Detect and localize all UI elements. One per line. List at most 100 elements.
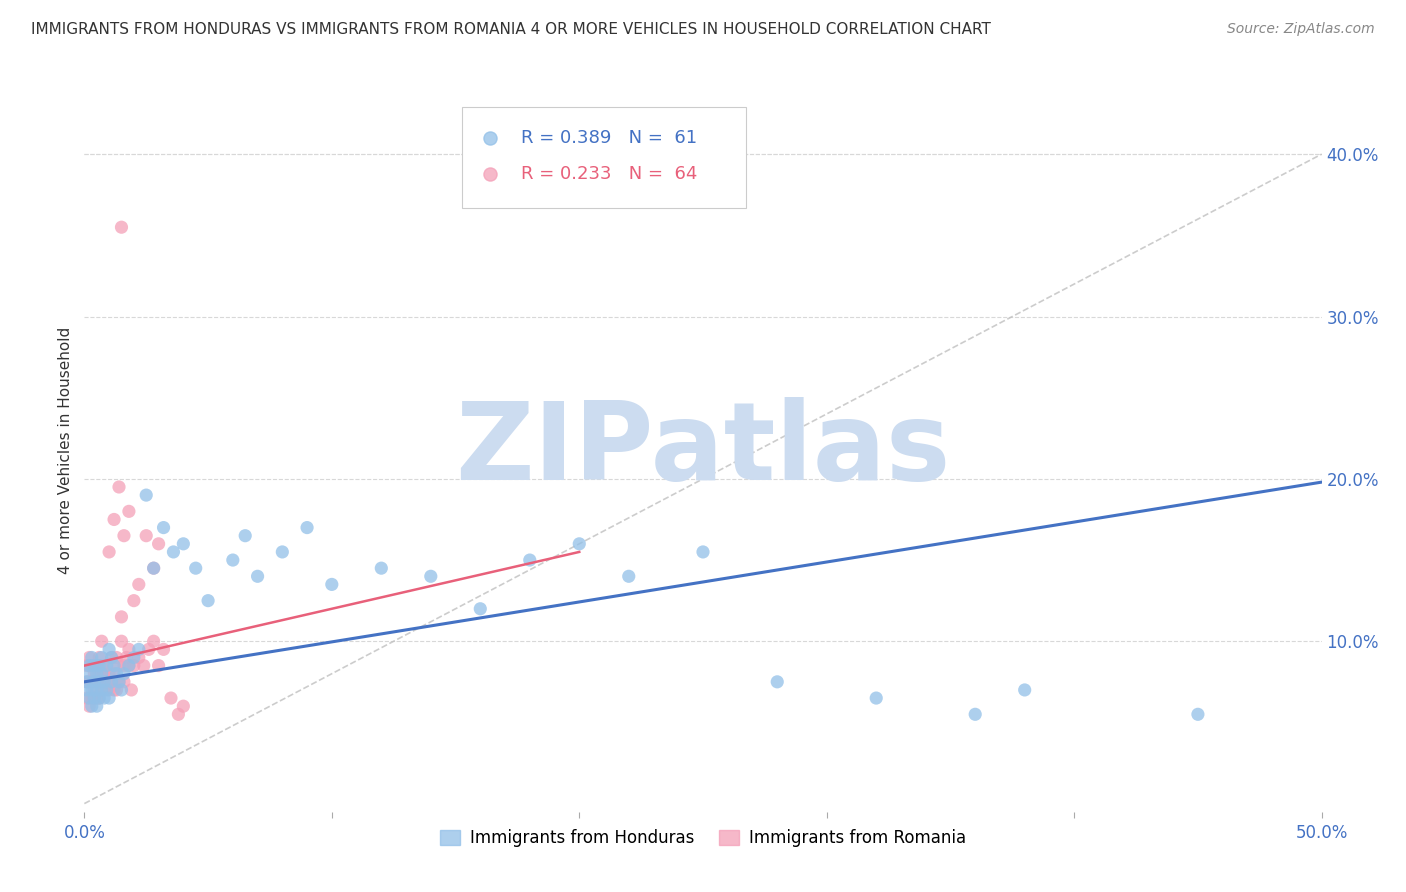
Point xyxy=(98,682,121,697)
Point xyxy=(89,691,111,706)
Point xyxy=(120,682,142,697)
Point xyxy=(103,682,125,697)
Point xyxy=(80,650,103,665)
Point xyxy=(86,658,108,673)
Point xyxy=(233,529,256,543)
Point xyxy=(89,691,111,706)
Point xyxy=(76,691,98,706)
Point xyxy=(98,642,121,657)
Text: IMMIGRANTS FROM HONDURAS VS IMMIGRANTS FROM ROMANIA 4 OR MORE VEHICLES IN HOUSEH: IMMIGRANTS FROM HONDURAS VS IMMIGRANTS F… xyxy=(31,22,991,37)
Point xyxy=(108,674,131,689)
Text: R = 0.389   N =  61: R = 0.389 N = 61 xyxy=(522,129,697,147)
Point xyxy=(96,674,118,689)
Point xyxy=(93,682,115,697)
Point xyxy=(128,650,150,665)
Point xyxy=(105,666,128,681)
Point xyxy=(222,553,245,567)
Point xyxy=(90,674,112,689)
Point xyxy=(692,545,714,559)
Point xyxy=(152,520,174,534)
Point xyxy=(90,658,112,673)
Point xyxy=(105,682,128,697)
Point xyxy=(167,707,190,722)
Point xyxy=(89,650,111,665)
Point xyxy=(76,682,98,697)
Point xyxy=(105,650,128,665)
Point xyxy=(86,699,108,714)
Point xyxy=(148,658,170,673)
Point xyxy=(93,666,115,681)
Point xyxy=(103,658,125,673)
Point xyxy=(172,537,194,551)
Point xyxy=(118,658,141,673)
Point xyxy=(76,658,98,673)
Point xyxy=(83,666,105,681)
Point xyxy=(419,569,441,583)
Point xyxy=(122,658,145,673)
Point xyxy=(76,674,98,689)
Point xyxy=(90,650,112,665)
Point xyxy=(83,658,105,673)
Point xyxy=(80,658,103,673)
Point xyxy=(108,674,131,689)
Point xyxy=(96,682,118,697)
Text: ZIPatlas: ZIPatlas xyxy=(456,398,950,503)
Point xyxy=(110,682,132,697)
Point xyxy=(1014,682,1036,697)
Point xyxy=(98,666,121,681)
Point xyxy=(138,642,160,657)
Point xyxy=(142,634,165,648)
Point xyxy=(79,691,101,706)
Point xyxy=(197,593,219,607)
Point xyxy=(86,691,108,706)
Point xyxy=(96,658,118,673)
Point xyxy=(100,650,122,665)
Text: Source: ZipAtlas.com: Source: ZipAtlas.com xyxy=(1227,22,1375,37)
Point xyxy=(112,658,135,673)
Point xyxy=(80,674,103,689)
Point xyxy=(965,707,987,722)
Point xyxy=(80,691,103,706)
Point xyxy=(80,682,103,697)
Point xyxy=(112,529,135,543)
Point xyxy=(79,658,101,673)
Point xyxy=(617,569,640,583)
Point xyxy=(162,545,184,559)
Point xyxy=(108,480,131,494)
Point xyxy=(568,537,591,551)
Text: R = 0.233   N =  64: R = 0.233 N = 64 xyxy=(522,165,697,184)
Point xyxy=(118,642,141,657)
Point xyxy=(100,650,122,665)
Point xyxy=(86,674,108,689)
Point xyxy=(115,650,138,665)
Point xyxy=(98,545,121,559)
Point xyxy=(86,682,108,697)
Point xyxy=(100,674,122,689)
Point xyxy=(90,666,112,681)
Point xyxy=(122,650,145,665)
Point xyxy=(321,577,343,591)
Point xyxy=(128,642,150,657)
Point xyxy=(79,699,101,714)
Point xyxy=(128,577,150,591)
Point xyxy=(110,610,132,624)
Point xyxy=(83,691,105,706)
Y-axis label: 4 or more Vehicles in Household: 4 or more Vehicles in Household xyxy=(58,326,73,574)
Point xyxy=(470,601,492,615)
Point xyxy=(103,666,125,681)
Point xyxy=(89,658,111,673)
Point xyxy=(79,650,101,665)
Point xyxy=(148,537,170,551)
Point xyxy=(142,561,165,575)
Point xyxy=(110,634,132,648)
Point xyxy=(89,674,111,689)
Point xyxy=(766,674,789,689)
Point xyxy=(112,666,135,681)
Point xyxy=(80,699,103,714)
Point xyxy=(86,666,108,681)
Point xyxy=(83,682,105,697)
Point xyxy=(246,569,269,583)
Point xyxy=(90,682,112,697)
Point xyxy=(295,520,318,534)
Point xyxy=(90,634,112,648)
